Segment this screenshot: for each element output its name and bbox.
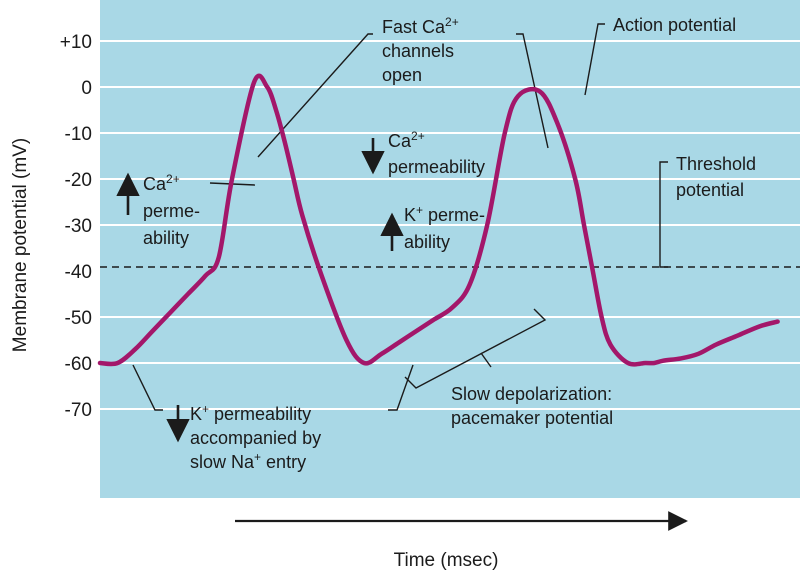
k-down-label-line: accompanied by [190, 428, 321, 448]
threshold-label-line: Threshold [676, 154, 756, 174]
ca-down-label-line: permeability [388, 157, 485, 177]
annotation-leader-lines [116, 23, 668, 443]
y-tick-labels: +10 0 -10 -20 -30 -40 -50 -60 -70 [60, 32, 92, 421]
action-potential-label-line: Action potential [613, 15, 736, 35]
ca-up-label-line: perme- [143, 201, 200, 221]
y-tick-label: +10 [60, 32, 92, 53]
y-tick-label: -70 [65, 400, 92, 421]
fast-ca-label-line: Fast Ca2+ [382, 15, 459, 37]
y-tick-label: -30 [65, 216, 92, 237]
k-up-label-line: K+ perme- [404, 203, 485, 225]
x-axis-label: Time (msec) [394, 550, 499, 571]
y-tick-label: -60 [65, 354, 92, 375]
y-tick-label: -10 [65, 124, 92, 145]
y-tick-label: -50 [65, 308, 92, 329]
ca-up-label-line: ability [143, 228, 189, 248]
annotations: Fast Ca2+ channels open Action potential Thr… [143, 15, 756, 472]
action-potential-leader-line [584, 23, 605, 96]
slow-depol-label-line: Slow depolarization: [451, 384, 612, 404]
threshold-bracket [659, 161, 668, 268]
pacemaker-bracket-tick [480, 352, 492, 368]
plot-background [100, 0, 800, 498]
y-tick-label: 0 [81, 78, 92, 99]
y-tick-label: -20 [65, 170, 92, 191]
pacemaker-bracket [404, 308, 547, 389]
y-axis-label: Membrane potential (mV) [10, 138, 31, 352]
fast-ca-label-line: open [382, 65, 422, 85]
fast-ca-label-line: channels [382, 41, 454, 61]
fast-ca-leader-line-2 [516, 33, 549, 149]
k-down-label-line: slow Na+ entry [190, 450, 306, 472]
y-tick-label: -40 [65, 262, 92, 283]
k-down-label-line: K+ permeability [190, 402, 311, 424]
k-up-label-line: ability [404, 232, 450, 252]
slow-depol-label-line: pacemaker potential [451, 408, 613, 428]
k-down-leader-line [132, 364, 163, 411]
gridlines [100, 40, 800, 410]
membrane-potential-trace [97, 73, 780, 367]
fast-ca-leader-line [257, 33, 373, 158]
threshold-label-line: potential [676, 180, 744, 200]
